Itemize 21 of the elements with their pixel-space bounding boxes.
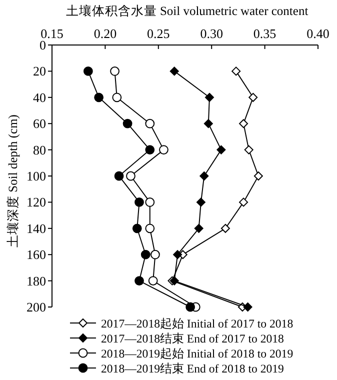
y-tick-label: 60 bbox=[33, 116, 46, 132]
y-tick-label: 100 bbox=[26, 168, 46, 184]
legend-label: 2018—2019结束 End of 2018 to 2019 bbox=[101, 362, 284, 376]
legend-label: 2018—2019起始 Initial of 2018 to 2019 bbox=[101, 346, 294, 360]
x-tick-label: 0.40 bbox=[306, 26, 330, 41]
x-tick-label: 0.30 bbox=[200, 26, 223, 41]
y-axis-title: 土壤深度 Soil depth (cm) bbox=[5, 114, 20, 248]
y-tick-label: 20 bbox=[33, 64, 46, 79]
legend-label: 2017—2018结束 End of 2017 to 2018 bbox=[101, 332, 284, 346]
x-tick-label: 0.20 bbox=[94, 26, 117, 41]
y-tick-label: 180 bbox=[26, 273, 46, 288]
legend-label: 2017—2018起始 Initial of 2017 to 2018 bbox=[101, 316, 294, 330]
x-axis-title: 土壤体积含水量 Soil volumetric water content bbox=[66, 4, 309, 18]
y-tick-label: 120 bbox=[26, 194, 46, 210]
x-tick-label: 0.25 bbox=[147, 26, 170, 41]
x-tick-label: 0.35 bbox=[253, 26, 276, 41]
y-tick-label: 160 bbox=[26, 247, 46, 262]
y-tick-label: 140 bbox=[26, 220, 46, 236]
y-tick-label: 200 bbox=[26, 300, 46, 314]
y-tick-label: 40 bbox=[33, 90, 46, 105]
y-tick-label: 80 bbox=[33, 142, 46, 158]
